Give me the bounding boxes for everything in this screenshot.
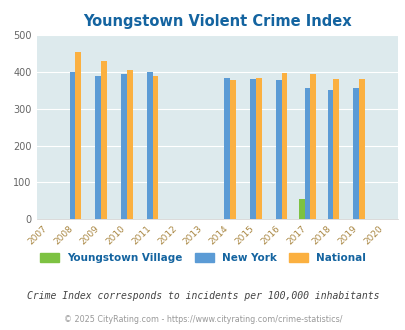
Bar (358, 79, 364, 219)
Bar (353, 87, 358, 219)
Bar (224, 78, 230, 219)
Bar (255, 78, 261, 219)
Bar (309, 74, 315, 219)
Bar (230, 80, 235, 219)
Bar (95, 76, 101, 219)
Text: © 2025 CityRating.com - https://www.cityrating.com/crime-statistics/: © 2025 CityRating.com - https://www.city… (64, 315, 341, 324)
Bar (147, 72, 152, 219)
Legend: Youngstown Village, New York, National: Youngstown Village, New York, National (36, 249, 369, 267)
Bar (127, 70, 132, 219)
Title: Youngstown Violent Crime Index: Youngstown Violent Crime Index (83, 14, 351, 29)
Bar (152, 76, 158, 219)
Bar (327, 90, 333, 219)
Bar (249, 79, 255, 219)
Bar (121, 74, 127, 219)
Text: Crime Index corresponds to incidents per 100,000 inhabitants: Crime Index corresponds to incidents per… (27, 291, 378, 301)
Bar (69, 72, 75, 219)
Bar (281, 73, 287, 219)
Bar (101, 60, 107, 219)
Bar (275, 80, 281, 219)
Bar (304, 87, 309, 219)
Bar (333, 79, 338, 219)
Bar (298, 199, 304, 219)
Bar (75, 52, 81, 219)
